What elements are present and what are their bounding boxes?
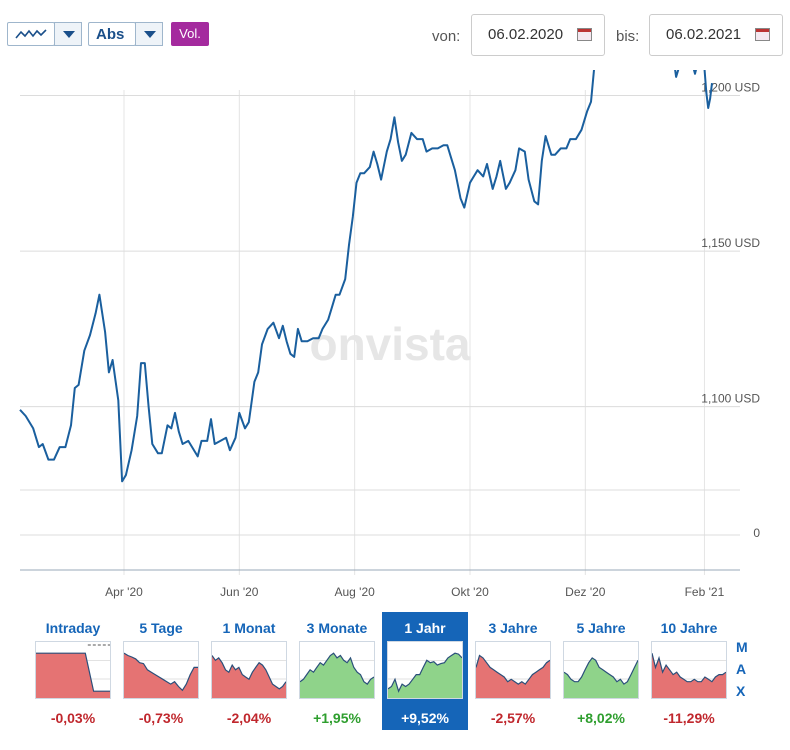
period-label: Intraday <box>45 620 101 636</box>
period-label: 10 Jahre <box>660 620 718 636</box>
to-date-value: 06.02.2021 <box>666 26 742 43</box>
sparkline-area <box>652 653 726 698</box>
scale-mode-label: Abs <box>96 26 125 43</box>
sparkline-area <box>476 655 550 698</box>
from-date-value: 06.02.2020 <box>488 26 564 43</box>
period-change: -11,29% <box>663 710 715 726</box>
period-3-jahre[interactable]: 3 Jahre -2,57% <box>470 612 556 730</box>
sparkline-area <box>564 657 638 698</box>
x-tick-label: Aug '20 <box>334 585 375 599</box>
period-5-tage[interactable]: 5 Tage -0,73% <box>118 612 204 730</box>
sparkline-line <box>475 654 551 685</box>
period-sparkline <box>563 641 639 699</box>
y-tick-label: 1,200 USD <box>701 81 760 95</box>
period-3-monate[interactable]: 3 Monate +1,95% <box>294 612 380 730</box>
from-date-label: von: <box>432 28 461 45</box>
sparkline-area <box>212 655 286 698</box>
x-tick-label: Okt '20 <box>451 585 489 599</box>
sparkline-area <box>124 653 198 698</box>
chart-type-button[interactable] <box>7 22 55 46</box>
period-change: +1,95% <box>313 710 361 726</box>
sparkline-line <box>299 652 375 685</box>
period-change: -2,57% <box>490 710 536 726</box>
y-tick-label: 1,100 USD <box>701 392 760 406</box>
period-5-jahre[interactable]: 5 Jahre +8,02% <box>558 612 644 730</box>
period-1-monat[interactable]: 1 Monat -2,04% <box>206 612 292 730</box>
x-tick-label: Jun '20 <box>220 585 259 599</box>
period-sparkline <box>475 641 551 699</box>
price-chart[interactable]: Apr '20 Jun '20 Aug '20 Okt '20 Dez '20 Feb '… <box>0 70 790 610</box>
period-change: -0,03% <box>50 710 96 726</box>
sparkline-area <box>388 653 462 698</box>
toolbar: Abs Vol. von: 06.02.2020 bis: 06.02.2021 <box>0 0 790 70</box>
chart-type-dropdown[interactable] <box>54 22 82 46</box>
sparkline-line <box>36 652 110 692</box>
sparkline-line <box>211 655 287 690</box>
period-label: 3 Jahre <box>488 620 538 636</box>
calendar-icon[interactable] <box>755 28 770 41</box>
period-change: -0,73% <box>138 710 184 726</box>
period-sparkline <box>299 641 375 699</box>
watermark: onvista <box>309 318 470 370</box>
period-sparkline <box>387 641 463 699</box>
period-change: +8,02% <box>577 710 625 726</box>
period-label: 5 Tage <box>139 620 183 636</box>
period-label: 3 Monate <box>306 620 368 636</box>
x-tick-label: Dez '20 <box>565 585 606 599</box>
period-10-jahre[interactable]: 10 Jahre -11,29% <box>646 612 732 730</box>
period-intraday[interactable]: Intraday -0,03% <box>30 612 116 730</box>
period-sparkline <box>211 641 287 699</box>
calendar-icon[interactable] <box>577 28 592 41</box>
x-tick-label: Apr '20 <box>105 585 143 599</box>
volume-zero-label: 0 <box>753 526 760 540</box>
scale-mode-button[interactable] <box>88 22 136 46</box>
volume-toggle-button[interactable]: Vol. <box>171 22 209 46</box>
scale-mode-dropdown[interactable] <box>135 22 163 46</box>
max-letter: A <box>736 661 747 677</box>
sparkline-area <box>300 653 374 698</box>
period-change: -2,04% <box>226 710 272 726</box>
period-label: 5 Jahre <box>576 620 626 636</box>
to-date-label: bis: <box>616 28 640 45</box>
sparkline-line <box>563 657 639 685</box>
price-series-line[interactable] <box>19 70 713 483</box>
to-date-input[interactable]: 06.02.2021 <box>649 14 783 56</box>
line-chart-icon <box>15 29 47 39</box>
period-label: 1 Monat <box>222 620 276 636</box>
period-sparkline <box>651 641 727 699</box>
x-tick-label: Feb '21 <box>685 585 725 599</box>
max-letter: M <box>736 639 748 655</box>
period-change: +9,52% <box>401 710 449 726</box>
sparkline-area <box>36 653 110 698</box>
y-tick-label: 1,150 USD <box>701 236 760 250</box>
period-sparkline <box>123 641 199 699</box>
sparkline-line <box>651 653 727 683</box>
period-label: 1 Jahr <box>404 620 446 636</box>
from-date-input[interactable]: 06.02.2020 <box>471 14 605 56</box>
max-letter: X <box>736 683 746 699</box>
sparkline-line <box>387 652 463 693</box>
sparkline-line <box>123 652 198 692</box>
period-sparkline <box>35 641 111 699</box>
period-1-jahr[interactable]: 1 Jahr +9,52% <box>382 612 468 730</box>
